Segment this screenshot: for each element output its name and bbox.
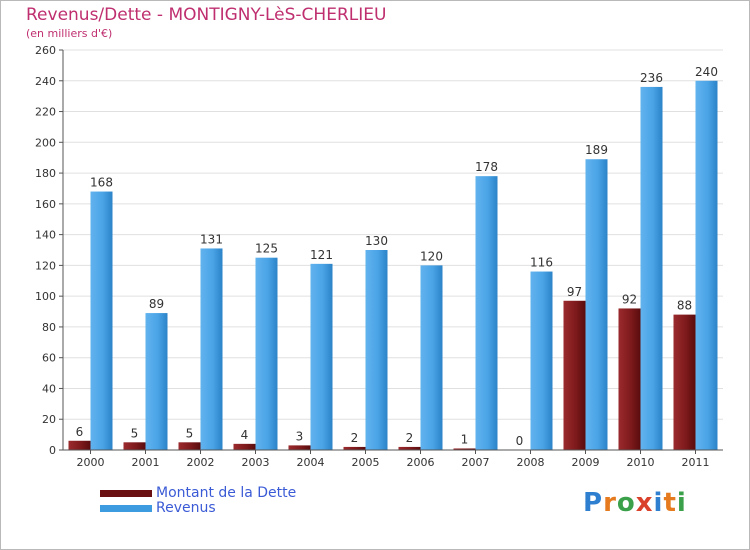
bar-revenue-2009 [585,159,608,450]
y-tick-label-180: 180 [35,167,56,180]
legend-label-revenue: Revenus [156,500,216,516]
bar-revenue-2003 [255,257,278,450]
data-label-debt-2001: 5 [131,426,139,440]
y-tick-label-200: 200 [35,136,56,149]
data-label-revenue-2008: 116 [530,256,553,270]
bar-debt-2003 [233,443,256,450]
data-label-debt-2011: 88 [677,299,692,313]
data-label-debt-2008: 0 [516,434,524,448]
data-label-revenue-2000: 168 [90,176,113,190]
data-label-revenue-2011: 240 [695,65,718,79]
data-label-revenue-2003: 125 [255,242,278,256]
bar-debt-2007 [453,448,476,450]
bar-revenue-2007 [475,176,498,450]
bar-debt-2011 [673,314,696,450]
data-label-revenue-2007: 178 [475,160,498,174]
bar-debt-2004 [288,445,311,450]
bar-revenue-2001 [145,313,168,450]
bar-revenue-2002 [200,248,223,450]
x-tick-label-2003: 2003 [242,456,270,469]
data-label-revenue-2010: 236 [640,71,663,85]
y-tick-label-0: 0 [49,444,56,457]
bar-revenue-2000 [90,191,113,451]
data-label-debt-2003: 4 [241,428,249,442]
x-tick-label-2006: 2006 [407,456,435,469]
chart-title: Revenus/Dette - MONTIGNY-LèS-CHERLIEU [26,5,387,25]
x-tick-label-2001: 2001 [132,456,160,469]
y-tick-label-260: 260 [35,44,56,57]
x-tick-label-2011: 2011 [682,456,710,469]
bar-revenue-2011 [695,80,718,451]
y-tick-label-80: 80 [42,321,56,334]
x-tick-label-2010: 2010 [627,456,655,469]
x-tick-label-2002: 2002 [187,456,215,469]
y-tick-label-160: 160 [35,198,56,211]
data-label-revenue-2002: 131 [200,232,223,246]
data-label-revenue-2005: 130 [365,234,388,248]
data-label-debt-2005: 2 [351,431,359,445]
bar-debt-2005 [343,446,366,450]
data-label-debt-2007: 1 [461,432,469,446]
y-tick-label-120: 120 [35,259,56,272]
chart-subtitle: (en milliers d'€) [26,27,113,40]
data-label-revenue-2006: 120 [420,249,443,263]
bar-debt-2006 [398,446,421,450]
x-tick-label-2005: 2005 [352,456,380,469]
x-tick-label-2007: 2007 [462,456,490,469]
y-tick-label-20: 20 [42,413,56,426]
proxiti-logo: Proxiti [583,488,687,518]
bar-revenue-2010 [640,86,663,450]
x-tick-label-2009: 2009 [572,456,600,469]
bar-revenue-2005 [365,250,388,450]
y-tick-label-140: 140 [35,229,56,242]
data-label-revenue-2001: 89 [149,297,164,311]
x-tick-label-2000: 2000 [77,456,105,469]
data-label-revenue-2009: 189 [585,143,608,157]
data-label-debt-2009: 97 [567,285,582,299]
bar-debt-2002 [178,442,201,450]
legend-swatch-revenue [100,505,152,512]
legend-swatch-debt [100,490,152,497]
bar-debt-2010 [618,308,641,450]
data-label-debt-2006: 2 [406,431,414,445]
bar-debt-2009 [563,300,586,450]
y-tick-label-100: 100 [35,290,56,303]
y-tick-label-220: 220 [35,106,56,119]
bar-debt-2001 [123,442,146,450]
bar-revenue-2008 [530,271,553,450]
data-label-debt-2000: 6 [76,425,84,439]
y-tick-label-40: 40 [42,382,56,395]
bar-revenue-2004 [310,263,333,450]
data-label-debt-2004: 3 [296,429,304,443]
x-tick-label-2008: 2008 [517,456,545,469]
data-label-revenue-2004: 121 [310,248,333,262]
data-label-debt-2002: 5 [186,426,194,440]
data-label-debt-2010: 92 [622,292,637,306]
x-tick-label-2004: 2004 [297,456,325,469]
y-tick-label-60: 60 [42,352,56,365]
legend-label-debt: Montant de la Dette [156,485,297,501]
bar-revenue-2006 [420,265,443,450]
bar-debt-2000 [68,440,91,450]
y-tick-label-240: 240 [35,75,56,88]
